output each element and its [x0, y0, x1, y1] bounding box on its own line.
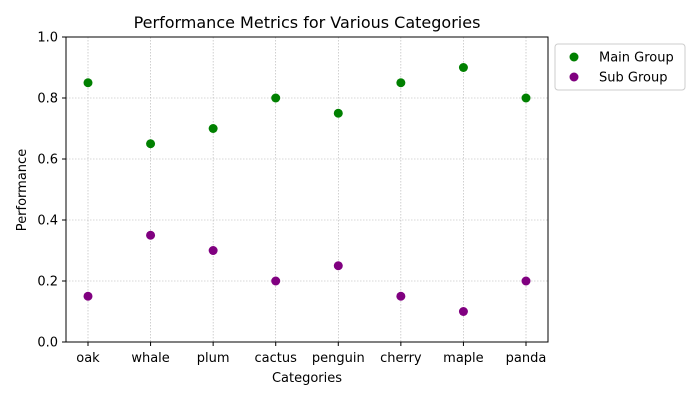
x-tick-label: plum	[197, 351, 230, 366]
legend-marker	[569, 72, 579, 82]
x-tick-label: whale	[131, 351, 169, 366]
data-point	[521, 93, 531, 103]
x-tick-label: maple	[443, 351, 484, 366]
data-point	[83, 291, 93, 301]
legend-label: Main Group	[599, 51, 674, 66]
y-axis-label: Performance	[15, 149, 30, 231]
chart-title: Performance Metrics for Various Categori…	[134, 13, 481, 32]
data-point	[208, 246, 218, 255]
data-point	[333, 108, 343, 118]
y-tick-label: 0.2	[37, 275, 58, 290]
y-tick-label: 0.8	[37, 92, 58, 107]
data-point	[396, 291, 406, 301]
x-tick-label: cherry	[380, 351, 422, 366]
data-points	[83, 63, 531, 316]
y-tick-label: 0.0	[37, 336, 58, 351]
y-tick-label: 0.6	[37, 153, 58, 168]
data-point	[208, 124, 218, 133]
data-point	[396, 78, 406, 88]
grid	[66, 36, 548, 343]
data-point	[271, 93, 281, 103]
data-point	[458, 307, 468, 316]
y-axis-ticks: 0.0 0.2 0.4 0.6 0.8 1.0	[37, 31, 66, 351]
legend-box	[554, 43, 686, 91]
y-tick-label: 0.4	[37, 214, 58, 229]
x-tick-label: penguin	[312, 351, 365, 366]
data-point	[333, 261, 343, 271]
x-tick-label: oak	[76, 351, 100, 366]
data-point	[458, 63, 468, 72]
data-point	[271, 276, 281, 286]
x-axis-ticks: oak whale plum cactus penguin cherry maple pand…	[76, 342, 546, 366]
data-point	[146, 139, 156, 149]
legend-marker	[569, 52, 579, 62]
x-axis-label: Categories	[272, 371, 342, 386]
y-tick-label: 1.0	[37, 31, 58, 46]
legend-label: Sub Group	[599, 71, 667, 86]
x-tick-label: cactus	[255, 351, 298, 366]
x-tick-label: panda	[506, 351, 547, 366]
data-point	[146, 230, 156, 240]
data-point	[521, 276, 531, 286]
legend: Main Group Sub Group	[554, 43, 686, 91]
data-point	[83, 78, 93, 88]
plot-frame	[65, 36, 549, 343]
